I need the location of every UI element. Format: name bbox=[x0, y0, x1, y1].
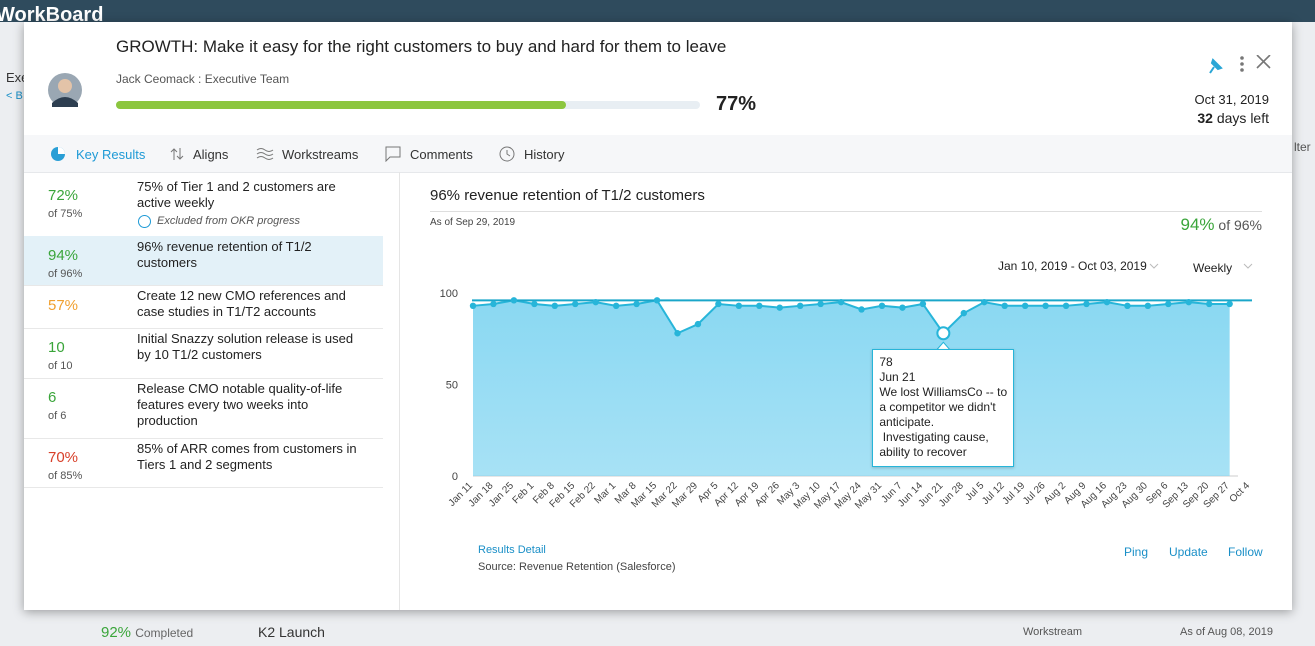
tab[interactable]: Workstreams bbox=[282, 147, 359, 162]
tooltip-date: Jun 21 bbox=[879, 370, 916, 385]
kr-of: of 10 bbox=[48, 360, 73, 372]
key-result[interactable]: 6 of 6 Release CMO notable quality-of-life… bbox=[24, 378, 383, 439]
key-result[interactable]: 70% of 85% 85% of ARR comes from customers… bbox=[24, 438, 383, 488]
row-percent-value: 92% bbox=[101, 624, 132, 641]
avatar bbox=[48, 73, 82, 107]
tooltip-text: We lost WilliamsCo -- to a competitor we… bbox=[879, 385, 1008, 460]
background-text: lter bbox=[1294, 140, 1311, 154]
as-of: As of Sep 29, 2019 bbox=[430, 217, 516, 228]
tab[interactable]: History bbox=[524, 147, 565, 162]
tab[interactable]: Comments bbox=[410, 147, 473, 162]
progress-track bbox=[116, 101, 700, 109]
key-result[interactable]: 94% of 96% 96% revenue retention of T1/2 c… bbox=[24, 236, 383, 286]
tooltip-value: 78 bbox=[879, 355, 893, 370]
key-result[interactable]: 72% of 75% 75% of Tier 1 and 2 customers a… bbox=[24, 176, 383, 237]
kr-value: 70% bbox=[48, 449, 79, 466]
background-text: Exe bbox=[6, 70, 29, 85]
row-status: Completed bbox=[135, 626, 194, 640]
kr-text: Create 12 new CMO references and case st… bbox=[137, 288, 346, 319]
kr-text: Initial Snazzy solution release is used … bbox=[137, 331, 354, 362]
kr-of: of 96% bbox=[48, 268, 83, 280]
divider bbox=[399, 172, 400, 610]
kr-text: 96% revenue retention of T1/2 customers bbox=[137, 239, 312, 270]
logo: WorkBoard bbox=[0, 4, 104, 26]
tab-icon bbox=[385, 146, 401, 162]
kr-value: 94% bbox=[48, 247, 79, 264]
kr-value: 6 bbox=[48, 389, 57, 406]
kr-of: of 6 bbox=[48, 410, 67, 422]
chart-title: 96% revenue retention of T1/2 customers bbox=[430, 187, 705, 204]
kr-text: Release CMO notable quality-of-life feat… bbox=[137, 381, 343, 428]
progress-label: 77% bbox=[716, 93, 757, 115]
tooltip: 78 Jun 21 We lost WilliamsCo -- to a compe… bbox=[872, 349, 1015, 468]
current: 94% bbox=[1180, 215, 1215, 234]
kr-of: of 85% bbox=[48, 470, 83, 482]
kr-value: 10 bbox=[48, 339, 65, 356]
dropdown-chevrons bbox=[1149, 263, 1253, 269]
rule bbox=[430, 211, 1262, 212]
owner: Jack Ceomack : Executive Team bbox=[116, 72, 290, 86]
days-left: 32 days left bbox=[1197, 110, 1269, 126]
key-result[interactable]: 10 of 10 Initial Snazzy solution release i… bbox=[24, 328, 383, 379]
tab-icon bbox=[51, 147, 65, 161]
action-link[interactable]: Ping bbox=[1124, 545, 1149, 559]
results-detail[interactable]: Results Detail bbox=[478, 544, 546, 556]
target-text: of 96% bbox=[1218, 217, 1262, 233]
kr-text: 85% of ARR comes from customers in Tiers… bbox=[137, 441, 357, 472]
progress-fill bbox=[116, 101, 566, 109]
objective-title: GROWTH: Make it easy for the right custo… bbox=[116, 37, 727, 56]
days-left-number: 32 bbox=[1197, 110, 1213, 126]
row-date: As of Aug 08, 2019 bbox=[1180, 626, 1273, 638]
tab[interactable]: Key Results bbox=[76, 147, 146, 162]
action-link[interactable]: Follow bbox=[1228, 545, 1263, 559]
frequency[interactable]: Weekly bbox=[1193, 261, 1233, 275]
kr-text: 75% of Tier 1 and 2 customers are active… bbox=[137, 179, 336, 210]
tab[interactable]: Aligns bbox=[193, 147, 229, 162]
due-date: Oct 31, 2019 bbox=[1194, 92, 1269, 107]
row-name: K2 Launch bbox=[258, 624, 325, 640]
kr-of: of 75% bbox=[48, 208, 83, 220]
date-range[interactable]: Jan 10, 2019 - Oct 03, 2019 bbox=[998, 259, 1147, 273]
tab-icon bbox=[256, 148, 274, 160]
current-value: 94% of 96% bbox=[1180, 215, 1262, 235]
key-result[interactable]: 57% Create 12 new CMO references and case… bbox=[24, 285, 383, 329]
top-bar: WorkBoard bbox=[0, 0, 1315, 26]
kr-note: Excluded from OKR progress bbox=[157, 215, 301, 227]
action-link[interactable]: Update bbox=[1169, 545, 1208, 559]
kr-value: 72% bbox=[48, 187, 79, 204]
tab-icon bbox=[170, 148, 184, 160]
row-type: Workstream bbox=[1023, 626, 1083, 638]
background-link: < B bbox=[6, 90, 23, 102]
source: Source: Revenue Retention (Salesforce) bbox=[478, 561, 676, 573]
note-icon bbox=[138, 215, 151, 228]
kr-value: 57% bbox=[48, 297, 79, 314]
header-icons[interactable] bbox=[1202, 55, 1272, 77]
tab-icon bbox=[499, 146, 515, 162]
days-left-text: days left bbox=[1216, 110, 1269, 126]
row-percent: 92% Completed bbox=[101, 624, 193, 641]
tab-bar bbox=[24, 135, 1292, 173]
